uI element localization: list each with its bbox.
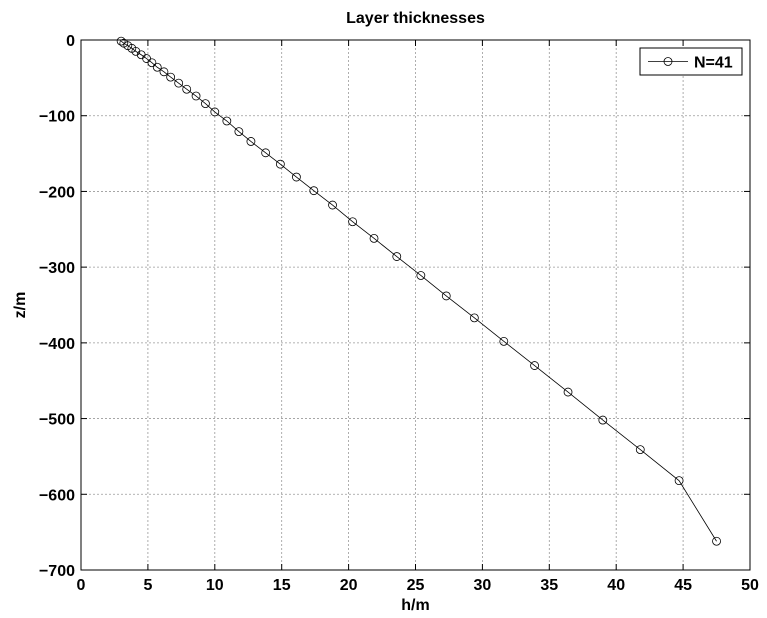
data-point <box>441 291 451 301</box>
x-tick-label: 45 <box>674 577 692 594</box>
data-point <box>416 271 426 280</box>
y-tick-label: −700 <box>39 563 75 580</box>
x-tick-label: 30 <box>474 577 492 594</box>
data-point <box>147 58 157 68</box>
data-point <box>328 200 337 210</box>
data-point <box>116 36 126 46</box>
data-point <box>152 62 162 72</box>
data-point <box>246 137 256 146</box>
axes-frame <box>80 39 751 571</box>
data-point <box>563 387 573 397</box>
x-tick-label: 40 <box>607 577 625 594</box>
x-tick-label: 50 <box>741 577 759 594</box>
grid-lines <box>81 40 750 570</box>
data-point <box>348 217 358 227</box>
data-point <box>469 313 479 323</box>
data-point <box>309 186 319 196</box>
x-tick-label: 35 <box>540 577 558 594</box>
data-point <box>275 159 285 169</box>
data-point <box>598 415 608 425</box>
x-axis-label: h/m <box>401 597 429 614</box>
x-tick-label: 25 <box>407 577 425 594</box>
x-tick-label: 0 <box>77 577 86 594</box>
data-point <box>222 116 232 126</box>
x-tick-label: 10 <box>206 577 224 594</box>
legend: N=41 <box>639 47 743 76</box>
data-point <box>131 46 141 56</box>
data-point <box>210 107 220 117</box>
data-point <box>369 233 379 243</box>
data-point <box>530 361 539 370</box>
y-tick-label: −100 <box>39 109 75 126</box>
data-point <box>712 536 721 546</box>
y-axis-label: z/m <box>12 292 29 319</box>
legend-label: N=41 <box>694 55 733 72</box>
data-point <box>499 336 509 346</box>
y-tick-label: 0 <box>66 33 75 50</box>
data-point <box>674 476 684 486</box>
data-point <box>201 99 210 108</box>
series-line-0 <box>120 40 717 542</box>
x-tick-label: 20 <box>340 577 358 594</box>
data-point <box>174 78 184 88</box>
data-point <box>234 127 244 137</box>
y-tick-label: −400 <box>39 336 75 353</box>
y-tick-label: −600 <box>39 487 75 504</box>
x-tick-label: 5 <box>143 577 152 594</box>
data-point <box>292 172 301 182</box>
data-point <box>392 252 402 261</box>
data-point <box>261 148 271 158</box>
data-point <box>635 445 645 455</box>
legend-marker-circle <box>663 57 673 66</box>
data-point <box>159 67 169 77</box>
chart-title: Layer thicknesses <box>346 10 485 27</box>
data-point <box>166 72 176 82</box>
y-tick-label: −500 <box>39 412 75 429</box>
y-tick-label: −300 <box>39 260 75 277</box>
data-point <box>191 91 201 101</box>
data-point <box>182 84 192 94</box>
y-tick-label: −200 <box>39 184 75 201</box>
x-tick-label: 15 <box>273 577 291 594</box>
